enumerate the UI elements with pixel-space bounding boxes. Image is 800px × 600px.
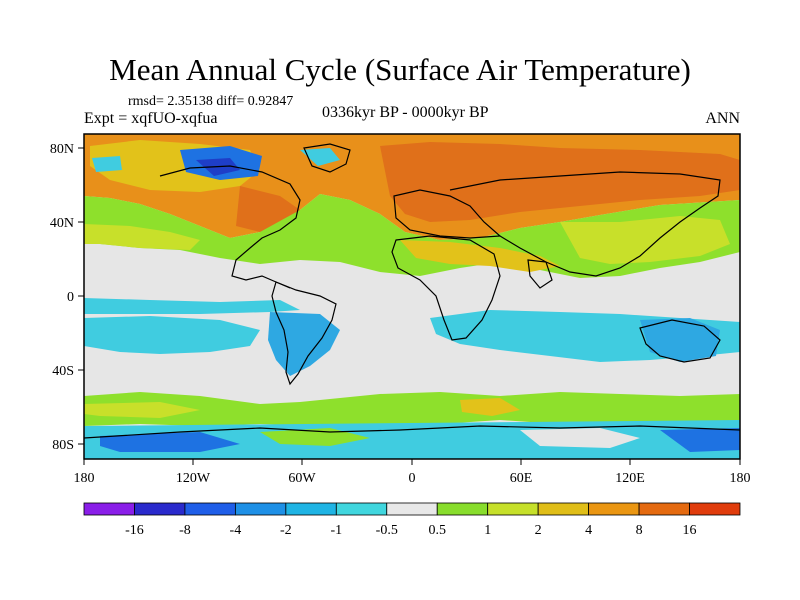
field-region-lightblue-australia xyxy=(640,318,720,362)
colorbar-swatch xyxy=(83,502,135,516)
field-region-blue-antarctica-east xyxy=(660,428,740,452)
coastlines xyxy=(84,143,740,439)
period-label: 0336kyr BP - 0000kyr BP xyxy=(322,104,489,121)
colorbar-label: -2 xyxy=(280,523,292,538)
colorbar-swatch xyxy=(386,502,438,516)
lat-label: 40S xyxy=(52,364,74,379)
field-region-yellow-southernocean xyxy=(460,398,520,416)
colorbar-swatch xyxy=(134,502,186,516)
colorbar-label: 0.5 xyxy=(428,523,446,538)
colorbar-swatch xyxy=(285,502,337,516)
colorbar-label: 4 xyxy=(585,523,592,538)
colorbar-swatch xyxy=(588,502,640,516)
lon-label: 180 xyxy=(74,471,95,486)
field-region-lightblue-southamerica xyxy=(268,312,340,376)
lon-label: 60W xyxy=(288,471,316,486)
colorbar-swatch xyxy=(638,502,690,516)
coastline-australia xyxy=(639,319,721,363)
colorbar-label: -0.5 xyxy=(376,523,398,538)
field-region-yellowgreen-pacific xyxy=(84,224,200,250)
lon-label: 120E xyxy=(615,471,645,486)
field-region-cyan-bering xyxy=(92,156,122,172)
colorbar-label: -16 xyxy=(125,523,144,538)
rmsd-diff-stats: rmsd= 2.35138 diff= 0.92847 xyxy=(128,94,294,109)
colorbar-swatch xyxy=(184,502,236,516)
anomaly-field xyxy=(84,134,740,459)
field-region-neutral-antarctica-east xyxy=(520,428,640,448)
field-region-yellowgreen-southernocean xyxy=(84,402,200,418)
lat-label: 80N xyxy=(50,142,74,157)
colorbar-label: -8 xyxy=(179,523,191,538)
colorbar-label: 16 xyxy=(683,523,697,538)
lon-label: 0 xyxy=(409,471,416,486)
season-label: ANN xyxy=(705,110,740,127)
colorbar: -16 -8 -4 -2 -1 -0.5 0.5 1 2 4 8 16 xyxy=(83,502,741,538)
field-region-green-antarctica xyxy=(260,428,370,446)
coastline-north-america xyxy=(159,165,301,289)
field-region-darkorange-eurasia xyxy=(380,142,740,222)
colorbar-swatch xyxy=(537,502,590,516)
coastline-south-america xyxy=(271,281,337,386)
coastline-antarctica xyxy=(84,425,740,439)
map-title: Mean Annual Cycle (Surface Air Temperatu… xyxy=(109,52,691,87)
field-region-green-southernocean xyxy=(84,392,740,426)
field-region-yellow-sahara xyxy=(400,240,560,272)
lon-label: 60E xyxy=(510,471,533,486)
coastline-greenland xyxy=(303,143,351,173)
field-region-green-midlat xyxy=(84,194,740,278)
field-region-yellowgreen-asia xyxy=(560,216,730,264)
colorbar-label: 2 xyxy=(535,523,542,538)
coastline-africa xyxy=(391,235,501,341)
colorbar-swatch xyxy=(335,502,388,516)
lat-axis: 80N 40N 0 40S 80S xyxy=(50,142,84,453)
lat-label: 80S xyxy=(52,438,74,453)
coastline-india xyxy=(527,259,553,289)
colorbar-label: 8 xyxy=(636,523,643,538)
coastline-asia xyxy=(449,171,721,277)
lat-label: 0 xyxy=(67,290,74,305)
field-region-blue-antarctica-west xyxy=(100,432,240,452)
colorbar-swatch xyxy=(689,502,741,516)
field-region-cyan-equatorial xyxy=(84,298,300,314)
field-region-cyan-southpacific xyxy=(84,316,260,354)
lon-label: 120W xyxy=(176,471,211,486)
colorbar-label: 1 xyxy=(484,523,491,538)
lat-label: 40N xyxy=(50,216,74,231)
field-region-cyan-greenland xyxy=(300,148,340,166)
colorbar-swatch xyxy=(487,502,539,516)
colorbar-label: -1 xyxy=(330,523,342,538)
lon-label: 180 xyxy=(730,471,751,486)
colorbar-swatch xyxy=(436,502,489,516)
lon-axis: 180 120W 60W 0 60E 120E 180 xyxy=(74,459,751,486)
experiment-label: Expt = xqfUO-xqfua xyxy=(84,110,218,127)
colorbar-label: -4 xyxy=(230,523,242,538)
colorbar-swatch xyxy=(234,502,287,516)
field-region-neutral-tropicalpacific xyxy=(84,262,300,300)
